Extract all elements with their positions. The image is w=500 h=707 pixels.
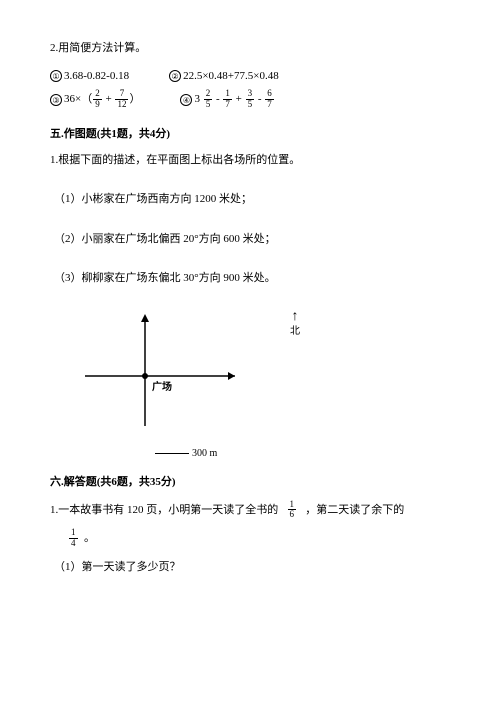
frac-1-4: 14 <box>69 528 78 549</box>
q2-item-1: ①3.68-0.82-0.18 <box>50 68 129 86</box>
q2-expr-2: 22.5×0.48+77.5×0.48 <box>183 70 279 82</box>
marker-2: ② <box>169 70 181 82</box>
q2-expr-3b: ） <box>129 93 140 105</box>
section5-q1: 1.根据下面的描述，在平面图上标出各场所的位置。 <box>50 152 450 170</box>
section5-heading: 五.作图题(共1题，共4分) <box>50 126 450 144</box>
frac-1-6: 16 <box>288 500 297 521</box>
scale-label: 300 m <box>192 448 217 459</box>
section5-item-1: （1）小彬家在广场西南方向 1200 米处； <box>54 191 450 209</box>
center-label: 广场 <box>152 380 172 396</box>
frac-3-5: 35 <box>246 89 255 110</box>
frac-6-7: 67 <box>265 89 274 110</box>
q2-expr-4a: 3 <box>194 93 202 105</box>
diagram-plaza: 广场 ↑ 北 300 m <box>80 306 300 456</box>
frac-7-12: 712 <box>115 89 128 110</box>
section6-heading: 六.解答题(共6题，共35分) <box>50 474 450 492</box>
north-label: 北 <box>290 324 300 340</box>
compass-north: ↑ 北 <box>290 310 300 340</box>
marker-1: ① <box>50 70 62 82</box>
marker-4: ④ <box>180 94 192 106</box>
q1-text-a: 1.一本故事书有 120 页，小明第一天读了全书的 <box>50 503 278 515</box>
frac-2-9: 29 <box>93 89 102 110</box>
frac-1-7: 17 <box>223 89 232 110</box>
q2-item-2: ②22.5×0.48+77.5×0.48 <box>169 68 279 86</box>
q2-item-4: ④3 25 - 17 + 35 - 67 <box>180 89 274 110</box>
frac-2-5: 25 <box>204 89 213 110</box>
scale-bar: 300 m <box>155 446 217 462</box>
q2-expr-3a: 36×（ <box>64 93 92 105</box>
q2-title: 2.用简便方法计算。 <box>50 40 450 58</box>
section6-sub1: （1）第一天读了多少页？ <box>54 559 450 577</box>
q2-row1: ①3.68-0.82-0.18 ②22.5×0.48+77.5×0.48 <box>50 68 450 86</box>
axes-svg <box>80 306 250 446</box>
section5-item-3: （3）柳柳家在广场东偏北 30°方向 900 米处。 <box>54 270 450 288</box>
q1-text-c: 。 <box>84 532 95 544</box>
scale-line-icon <box>155 453 189 454</box>
q2-expr-1: 3.68-0.82-0.18 <box>64 70 129 82</box>
q2-item-3: ③36×（29 + 712） <box>50 89 140 110</box>
north-arrow-icon: ↑ <box>290 310 300 324</box>
q1-text-b: ，第二天读了余下的 <box>305 503 404 515</box>
marker-3: ③ <box>50 94 62 106</box>
q2-row2: ③36×（29 + 712） ④3 25 - 17 + 35 - 67 <box>50 89 450 110</box>
section6-q1-line2: 14 。 <box>68 528 450 549</box>
section5-item-2: （2）小丽家在广场北偏西 20°方向 600 米处； <box>54 231 450 249</box>
q2-op1: + <box>103 93 115 105</box>
section6-q1: 1.一本故事书有 120 页，小明第一天读了全书的 16 ，第二天读了余下的 <box>50 500 450 521</box>
